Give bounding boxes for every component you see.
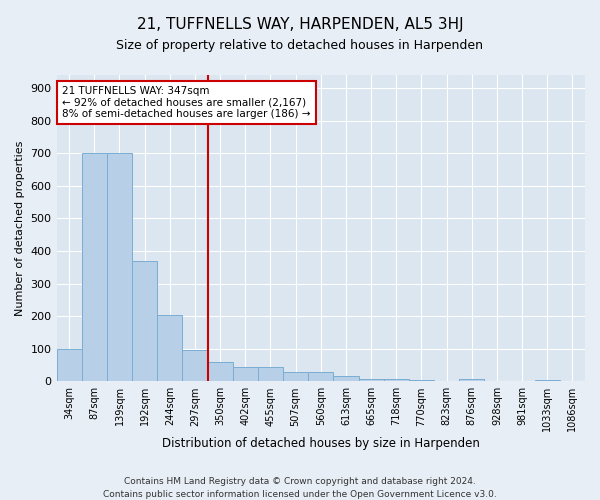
Bar [107,153,132,382]
Bar [182,350,208,382]
Bar [334,376,359,382]
Text: 21 TUFFNELLS WAY: 347sqm
← 92% of detached houses are smaller (2,167)
8% of semi: 21 TUFFNELLS WAY: 347sqm ← 92% of detach… [62,86,310,119]
Bar [459,378,484,382]
Bar [359,378,383,382]
X-axis label: Distribution of detached houses by size in Harpenden: Distribution of detached houses by size … [162,437,480,450]
Bar [258,366,283,382]
Bar [208,362,233,382]
Text: Contains public sector information licensed under the Open Government Licence v3: Contains public sector information licen… [103,490,497,499]
Bar [132,261,157,382]
Bar [233,366,258,382]
Bar [409,380,434,382]
Bar [308,372,334,382]
Bar [283,372,308,382]
Text: Contains HM Land Registry data © Crown copyright and database right 2024.: Contains HM Land Registry data © Crown c… [124,478,476,486]
Bar [383,378,409,382]
Y-axis label: Number of detached properties: Number of detached properties [15,140,25,316]
Text: 21, TUFFNELLS WAY, HARPENDEN, AL5 3HJ: 21, TUFFNELLS WAY, HARPENDEN, AL5 3HJ [137,18,463,32]
Bar [82,153,107,382]
Bar [535,380,560,382]
Bar [56,348,82,382]
Bar [157,314,182,382]
Text: Size of property relative to detached houses in Harpenden: Size of property relative to detached ho… [116,39,484,52]
